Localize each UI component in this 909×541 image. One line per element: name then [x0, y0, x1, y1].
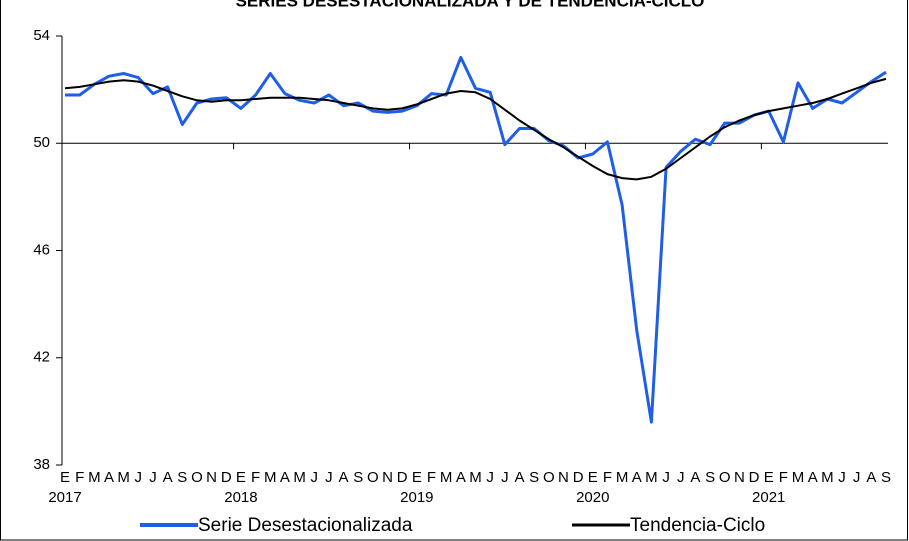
x-tick-label: M: [264, 469, 277, 486]
x-tick-label: S: [353, 469, 363, 486]
x-tick-label: S: [529, 469, 539, 486]
x-tick-label: A: [339, 469, 349, 486]
x-tick-label: O: [719, 469, 731, 486]
x-tick-label: M: [88, 469, 101, 486]
x-tick-label: J: [486, 469, 494, 486]
x-tick-label: N: [206, 469, 217, 486]
x-tick-label: M: [440, 469, 453, 486]
x-tick-label: F: [75, 469, 84, 486]
x-tick-label: J: [325, 469, 333, 486]
x-tick-label: A: [808, 469, 818, 486]
x-tick-label: O: [191, 469, 203, 486]
x-tick-label: A: [690, 469, 700, 486]
x-tick-label: M: [616, 469, 629, 486]
x-tick-label: J: [677, 469, 685, 486]
y-tick-label: 54: [33, 27, 50, 44]
x-tick-label: D: [397, 469, 408, 486]
year-label: 2021: [752, 489, 785, 506]
x-tick-label: M: [645, 469, 658, 486]
x-tick-label: A: [104, 469, 114, 486]
x-tick-label: J: [310, 469, 318, 486]
x-tick-label: M: [792, 469, 805, 486]
y-tick-label: 38: [33, 456, 50, 473]
year-label: 2018: [224, 489, 257, 506]
year-label: 2019: [400, 489, 433, 506]
x-tick-label: F: [251, 469, 260, 486]
x-tick-label: A: [866, 469, 876, 486]
x-tick-label: S: [705, 469, 715, 486]
x-tick-label: J: [149, 469, 157, 486]
y-tick-label: 46: [33, 241, 50, 258]
x-tick-label: F: [427, 469, 436, 486]
x-tick-label: N: [558, 469, 569, 486]
x-tick-label: M: [469, 469, 482, 486]
x-tick-label: S: [881, 469, 891, 486]
x-tick-label: N: [382, 469, 393, 486]
year-label: 2017: [48, 489, 81, 506]
x-tick-label: D: [221, 469, 232, 486]
x-tick-label: A: [163, 469, 173, 486]
x-tick-label: J: [135, 469, 143, 486]
x-tick-label: J: [853, 469, 861, 486]
x-tick-label: F: [779, 469, 788, 486]
x-tick-label: D: [573, 469, 584, 486]
series-line: [64, 77, 887, 181]
x-tick-label: O: [367, 469, 379, 486]
x-tick-label: N: [734, 469, 745, 486]
x-tick-label: E: [764, 469, 774, 486]
x-tick-label: E: [60, 469, 70, 486]
x-tick-label: A: [456, 469, 466, 486]
x-tick-label: A: [632, 469, 642, 486]
x-tick-label: D: [749, 469, 760, 486]
x-tick-label: M: [821, 469, 834, 486]
y-tick-label: 50: [33, 134, 50, 151]
year-label: 2020: [576, 489, 609, 506]
x-tick-label: E: [412, 469, 422, 486]
x-tick-label: O: [543, 469, 555, 486]
legend-label: Serie Desestacionalizada: [198, 515, 413, 536]
legend-label: Tendencia-Ciclo: [630, 515, 765, 536]
x-tick-label: E: [588, 469, 598, 486]
chart-title: SERIES DESESTACIONALIZADA Y DE TENDENCIA…: [236, 0, 705, 10]
x-tick-label: A: [514, 469, 524, 486]
x-tick-label: A: [280, 469, 290, 486]
x-tick-label: E: [236, 469, 246, 486]
x-tick-label: M: [293, 469, 306, 486]
x-tick-label: M: [117, 469, 130, 486]
x-tick-label: S: [177, 469, 187, 486]
x-tick-label: J: [838, 469, 846, 486]
x-tick-label: J: [662, 469, 670, 486]
x-tick-label: F: [603, 469, 612, 486]
x-tick-label: J: [501, 469, 509, 486]
y-tick-label: 42: [33, 349, 50, 366]
